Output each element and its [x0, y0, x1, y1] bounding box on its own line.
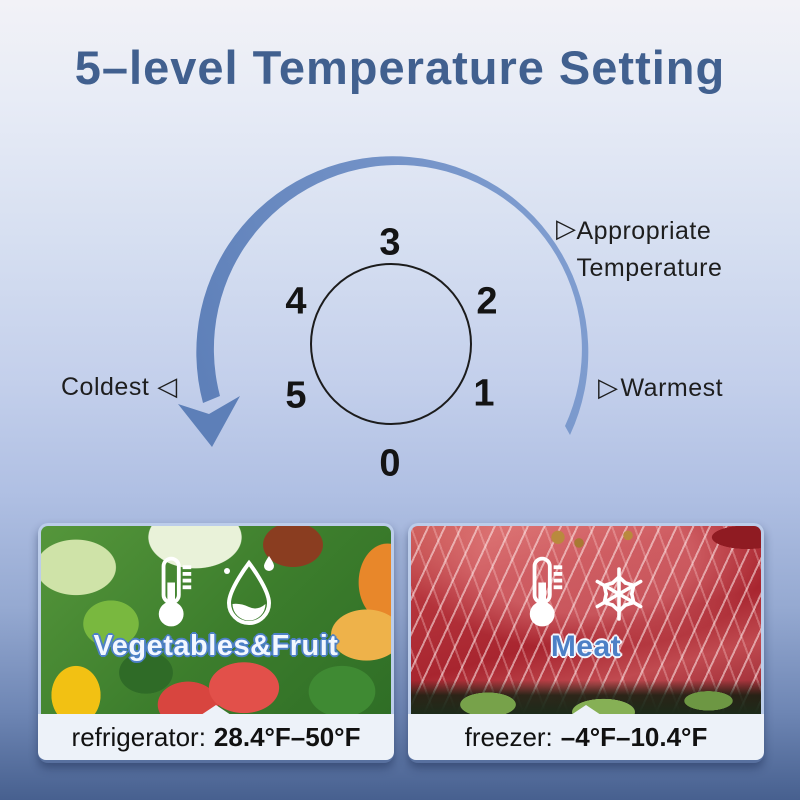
snowflake-icon	[595, 567, 643, 621]
curved-arrow-icon	[196, 156, 589, 435]
freezer-caption-label: freezer:	[464, 721, 553, 752]
meat-icons-row	[525, 554, 647, 636]
thermometer-icon	[158, 556, 192, 627]
vegetables-fruit-title: Vegetables&Fruit	[93, 630, 339, 662]
coldest-text: Coldest	[61, 373, 150, 401]
dial-circle	[310, 263, 472, 425]
appropriate-temperature-label: ▷ Appropriate Temperature	[556, 213, 722, 287]
warmest-text: Warmest	[620, 374, 724, 402]
triangle-left-icon: ◁	[157, 371, 178, 401]
meat-image: Meat	[408, 523, 764, 714]
dial-level-1: 1	[473, 372, 495, 415]
vegetables-fruit-image: Vegetables&Fruit	[38, 523, 394, 714]
refrigerator-caption: refrigerator: 28.4°F–50°F	[38, 705, 394, 760]
page-title: 5–level Temperature Setting	[74, 41, 726, 94]
warmest-label: ▷Warmest	[598, 372, 723, 403]
arrowhead-icon	[178, 396, 240, 447]
vegetables-fruit-card: Vegetables&Fruit refrigerator: 28.4°F–50…	[38, 523, 394, 763]
triangle-right-icon: ▷	[556, 213, 577, 243]
refrigerator-caption-value: 28.4°F–50°F	[213, 721, 361, 752]
dial-level-5: 5	[285, 374, 307, 417]
dial-level-4: 4	[285, 280, 307, 323]
water-drop-icon	[224, 556, 274, 625]
freezer-caption-value: –4°F–10.4°F	[560, 721, 708, 752]
appropriate-line1: Appropriate	[576, 217, 712, 245]
dial-level-2: 2	[476, 280, 498, 323]
appropriate-line2: Temperature	[576, 254, 723, 282]
thermometer-icon	[529, 556, 563, 627]
meat-card: Meat freezer: –4°F–10.4°F	[408, 523, 764, 763]
meat-title: Meat	[550, 630, 622, 663]
refrigerator-caption-label: refrigerator:	[71, 721, 206, 752]
caption-notch	[201, 705, 231, 715]
dial-level-3: 3	[379, 221, 401, 264]
dial-level-0: 0	[379, 442, 401, 485]
vegetables-icons-row	[154, 554, 278, 636]
triangle-right-icon: ▷	[598, 372, 619, 402]
freezer-caption: freezer: –4°F–10.4°F	[408, 705, 764, 760]
caption-notch	[571, 705, 601, 715]
coldest-label: Coldest ◁	[61, 371, 178, 402]
